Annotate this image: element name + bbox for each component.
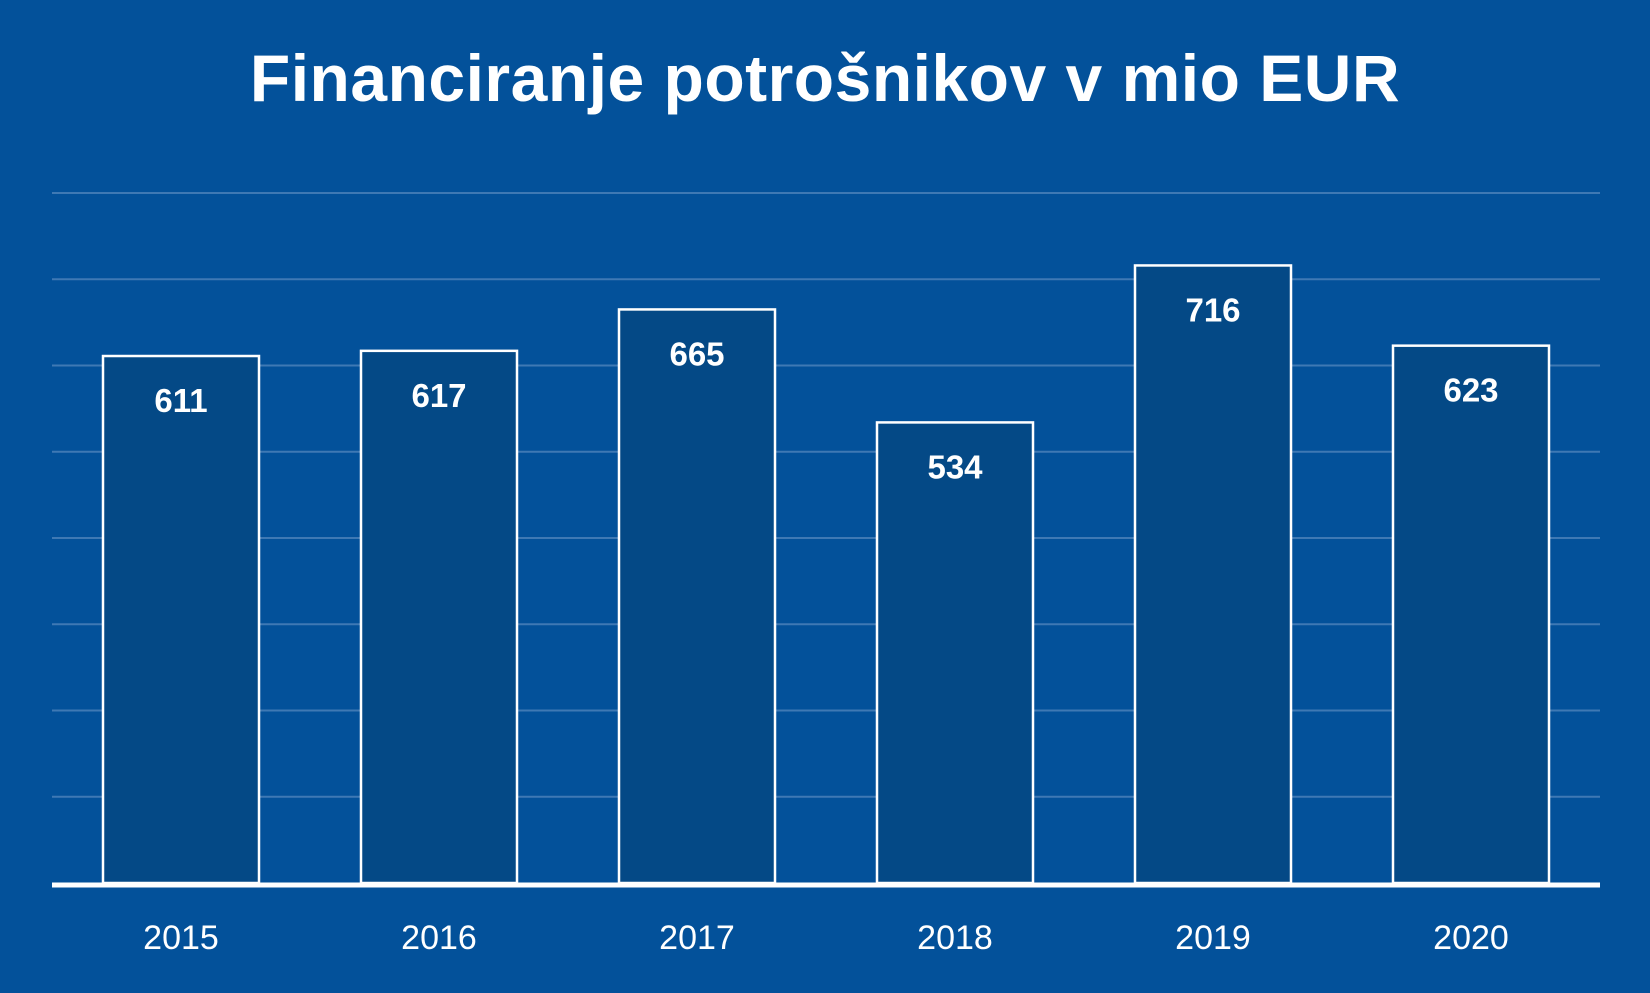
x-tick-label-2015: 2015 — [143, 919, 219, 957]
bar-2015 — [101, 354, 261, 885]
data-label-2015: 611 — [154, 382, 207, 419]
x-tick-label-2016: 2016 — [401, 919, 477, 957]
bar-2017 — [617, 308, 777, 885]
data-label-2016: 617 — [411, 377, 466, 414]
data-label-2018: 534 — [927, 448, 983, 485]
bar-2019 — [1133, 264, 1293, 885]
label-layer: 611 2015 617 2016 665 2017 534 2018 716 2019 623 20… — [143, 291, 1509, 957]
x-tick-label-2018: 2018 — [917, 919, 993, 957]
bar-2020 — [1391, 344, 1551, 885]
x-tick-label-2017: 2017 — [659, 919, 735, 957]
bar-2018 — [875, 421, 1035, 885]
bar-layer — [101, 264, 1551, 885]
data-label-2020: 623 — [1443, 372, 1498, 409]
bar-2016 — [359, 349, 519, 885]
grid-layer — [52, 192, 1600, 798]
data-label-2017: 665 — [669, 335, 724, 372]
chart-title: Financiranje potrošnikov v mio EUR — [249, 41, 1401, 115]
x-tick-label-2019: 2019 — [1175, 919, 1251, 957]
data-label-2019: 716 — [1185, 291, 1240, 328]
x-tick-label-2020: 2020 — [1433, 919, 1509, 957]
